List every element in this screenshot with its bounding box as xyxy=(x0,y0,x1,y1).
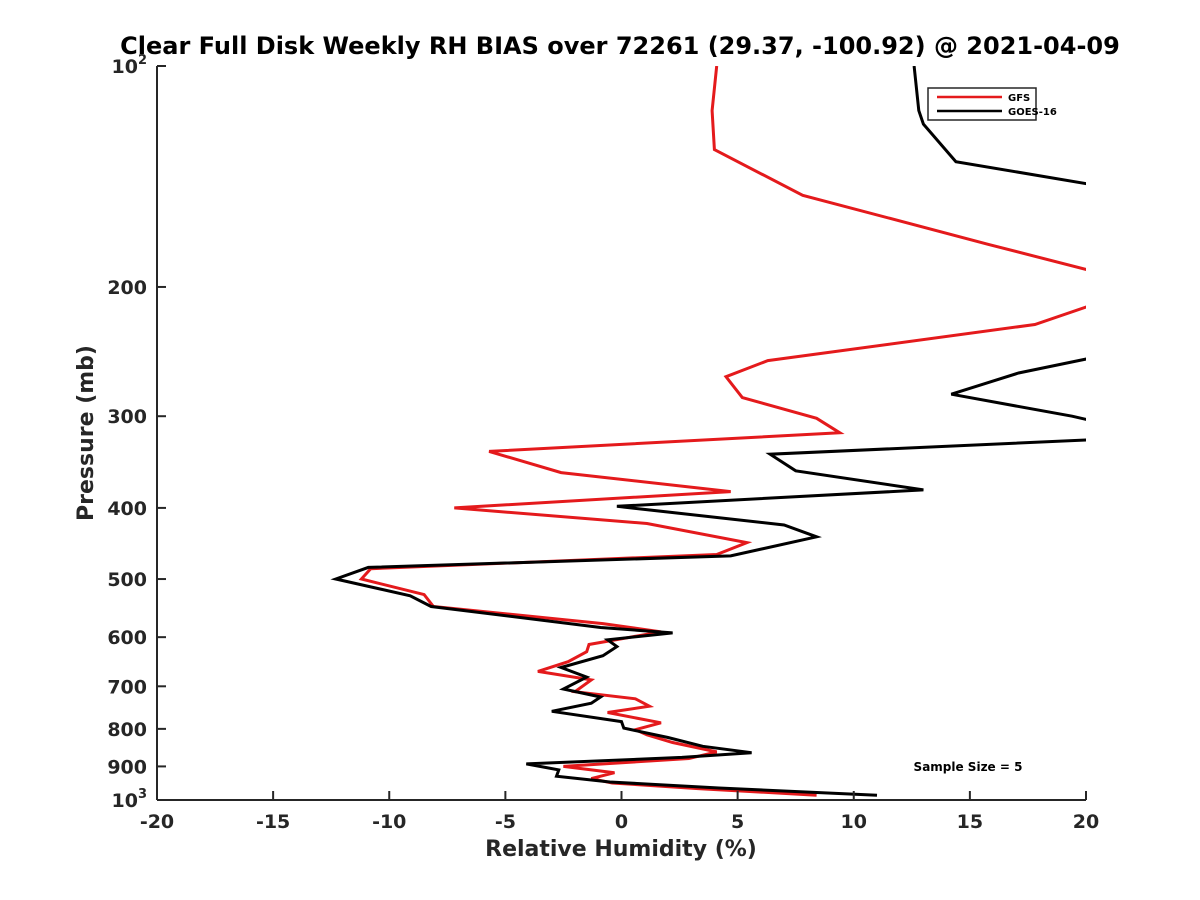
chart-title: Clear Full Disk Weekly RH BIAS over 7226… xyxy=(120,32,1120,60)
x-tick-label: 15 xyxy=(957,811,983,833)
plot-series xyxy=(330,66,1086,797)
x-tick-label: 10 xyxy=(841,811,867,833)
y-tick-label: 103 xyxy=(112,787,148,812)
legend-box xyxy=(927,87,1037,121)
x-tick-label: -10 xyxy=(372,811,406,833)
legend: GFS GOES-16 xyxy=(927,87,1057,121)
y-tick-label: 900 xyxy=(107,756,147,778)
sample-size-annotation: Sample Size = 5 xyxy=(914,760,1023,774)
x-tick-label: 0 xyxy=(615,811,628,833)
y-ticks: 102 200 300 400 500 600 700 800 900 103 xyxy=(107,53,166,812)
y-tick-label: 700 xyxy=(107,676,147,698)
legend-label-gfs: GFS xyxy=(1008,93,1030,104)
y-tick-label: 400 xyxy=(107,498,147,520)
y-tick-label: 300 xyxy=(107,406,147,428)
y-tick-label: 102 xyxy=(112,53,148,78)
x-tick-label: 5 xyxy=(731,811,744,833)
x-ticks: -20 -15 -10 -5 0 5 10 15 20 xyxy=(140,791,1099,833)
y-axis-label: Pressure (mb) xyxy=(74,345,99,521)
x-tick-label: -20 xyxy=(140,811,174,833)
y-tick-label: 800 xyxy=(107,719,147,741)
legend-label-goes16: GOES-16 xyxy=(1008,107,1057,118)
x-tick-label: 20 xyxy=(1073,811,1099,833)
y-tick-label: 600 xyxy=(107,627,147,649)
y-tick-label: 200 xyxy=(107,277,147,299)
x-tick-label: -15 xyxy=(256,811,290,833)
series-line-goes16 xyxy=(330,66,1086,797)
x-tick-label: -5 xyxy=(495,811,516,833)
y-tick-label: 500 xyxy=(107,569,147,591)
x-axis-label: Relative Humidity (%) xyxy=(485,837,757,862)
